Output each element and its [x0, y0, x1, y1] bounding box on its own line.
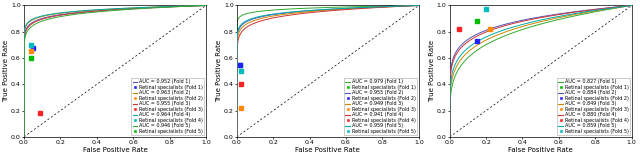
Legend: AUC = 0.952 (Fold 1), Retinal specialists (Fold 1), AUC = 0.963 (Fold 2), Retina: AUC = 0.952 (Fold 1), Retinal specialist… — [131, 78, 204, 135]
Legend: AUC = 0.979 (Fold 1), Retinal specialists (Fold 1), AUC = 0.955 (Fold 2), Retina: AUC = 0.979 (Fold 1), Retinal specialist… — [344, 78, 417, 135]
X-axis label: False Positive Rate: False Positive Rate — [508, 147, 573, 153]
X-axis label: False Positive Rate: False Positive Rate — [83, 147, 147, 153]
Y-axis label: True Positive Rate: True Positive Rate — [3, 40, 10, 102]
Legend: AUC = 0.827 (Fold 1), Retinal specialists (Fold 1), AUC = 0.884 (Fold 2), Retina: AUC = 0.827 (Fold 1), Retinal specialist… — [557, 78, 630, 135]
Y-axis label: True Positive Rate: True Positive Rate — [216, 40, 222, 102]
Y-axis label: True Positive Rate: True Positive Rate — [429, 40, 435, 102]
X-axis label: False Positive Rate: False Positive Rate — [296, 147, 360, 153]
